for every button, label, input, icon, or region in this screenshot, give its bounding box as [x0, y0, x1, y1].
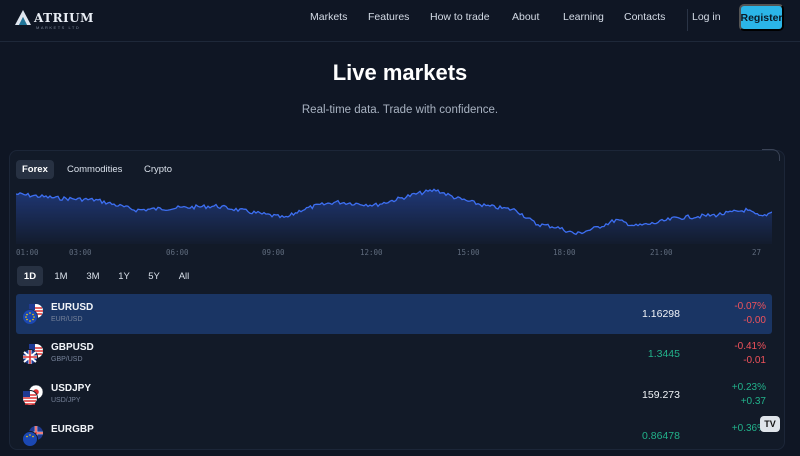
- instrument-change: -0.00: [743, 315, 766, 326]
- chart-price-line: [16, 188, 772, 236]
- x-tick-label: 18:00: [553, 248, 576, 257]
- x-tick-label: 09:00: [262, 248, 285, 257]
- instrument-pair: GBP/USD: [51, 356, 83, 363]
- instrument-row-usdjpy[interactable]: USDJPY USD/JPY 159.273 +0.23% +0.37: [16, 375, 772, 415]
- brand-logo[interactable]: ATRIUM MARKETS LTD: [14, 8, 93, 30]
- instrument-price: 1.3445: [647, 348, 680, 360]
- x-tick-label: 03:00: [69, 248, 92, 257]
- gb-us-flag-icon: [22, 344, 43, 365]
- instrument-change: -0.01: [743, 355, 766, 366]
- login-link[interactable]: Log in: [692, 11, 721, 23]
- eu-gb-flag-icon: [22, 426, 43, 447]
- nav-learning[interactable]: Learning: [563, 11, 604, 23]
- nav-markets[interactable]: Markets: [310, 11, 348, 23]
- nav-contacts[interactable]: Contacts: [624, 11, 666, 23]
- tab-forex[interactable]: Forex: [16, 160, 54, 179]
- instrument-change-percent: +0.23%: [731, 382, 766, 393]
- instrument-symbol: USDJPY: [51, 383, 92, 394]
- tradingview-badge-icon[interactable]: TV: [760, 416, 780, 432]
- range-1y[interactable]: 1Y: [118, 270, 130, 282]
- brand-name: ATRIUM: [34, 11, 94, 25]
- range-all[interactable]: All: [178, 270, 190, 282]
- instrument-change-percent: -0.41%: [734, 341, 766, 352]
- instrument-pair: USD/JPY: [51, 397, 81, 404]
- instrument-row-gbpusd[interactable]: GBPUSD GBP/USD 1.3445 -0.41% -0.01: [16, 334, 772, 374]
- instrument-change-percent: +0.36%: [731, 423, 766, 434]
- x-tick-label: 21:00: [650, 248, 673, 257]
- instrument-pair: EUR/USD: [51, 316, 83, 323]
- x-tick-label: 15:00: [457, 248, 480, 257]
- chart-area-fill: [16, 189, 772, 244]
- x-tick-label: 27: [752, 248, 762, 257]
- x-tick-label: 06:00: [166, 248, 189, 257]
- page-subtitle: Real-time data. Trade with confidence.: [301, 104, 499, 116]
- range-3m[interactable]: 3M: [86, 270, 100, 282]
- nav-divider: [687, 9, 688, 31]
- instrument-price: 1.16298: [642, 308, 680, 320]
- range-5y[interactable]: 5Y: [148, 270, 160, 282]
- us-jp-flag-icon: [22, 384, 44, 406]
- panel-corner: [762, 149, 780, 161]
- instrument-symbol: GBPUSD: [51, 342, 94, 353]
- range-1m[interactable]: 1M: [54, 270, 68, 282]
- instrument-price: 159.273: [642, 389, 680, 401]
- tab-commodities[interactable]: Commodities: [67, 164, 123, 175]
- top-navbar: ATRIUM MARKETS LTD Markets Features How …: [0, 0, 800, 42]
- instrument-symbol: EURGBP: [51, 424, 94, 435]
- nav-how-to-trade[interactable]: How to trade: [430, 11, 490, 23]
- nav-about[interactable]: About: [512, 11, 540, 23]
- x-tick-label: 01:00: [16, 248, 39, 257]
- eu-us-flag-icon: [22, 304, 43, 325]
- page-title: Live markets: [332, 60, 468, 85]
- instrument-row-eurusd[interactable]: EURUSD EUR/USD 1.16298 -0.07% -0.00: [16, 294, 772, 334]
- instrument-change-percent: -0.07%: [734, 301, 766, 312]
- x-tick-label: 12:00: [360, 248, 383, 257]
- brand-tagline: MARKETS LTD: [36, 25, 81, 30]
- register-button[interactable]: Register: [739, 4, 784, 31]
- instrument-price: 0.86478: [642, 430, 680, 442]
- instrument-symbol: EURUSD: [51, 302, 94, 313]
- nav-features[interactable]: Features: [368, 11, 410, 23]
- tab-crypto[interactable]: Crypto: [144, 164, 172, 175]
- atrium-logo-icon: [15, 10, 31, 25]
- range-1d[interactable]: 1D: [17, 266, 43, 286]
- instrument-row-eurgbp[interactable]: EURGBP 0.86478 +0.36%: [16, 416, 772, 456]
- instrument-change: +0.37: [740, 396, 766, 407]
- price-chart[interactable]: [16, 180, 772, 244]
